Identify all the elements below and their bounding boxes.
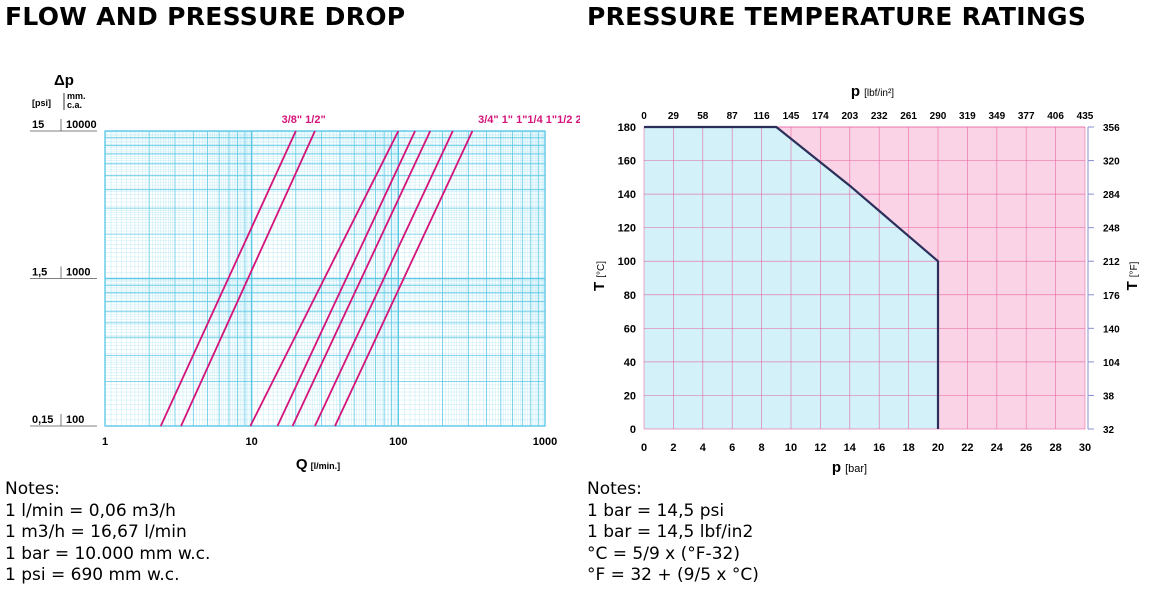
notes-left-line: 1 psi = 690 mm w.c. — [5, 565, 180, 585]
x-tick-label: 30 — [1079, 442, 1091, 454]
x2-tick-label: 87 — [727, 111, 739, 122]
series-line-34 — [249, 130, 400, 427]
x2-tick-label: 406 — [1047, 111, 1064, 122]
y2-tick-label: 38 — [1103, 391, 1115, 402]
series-line-38 — [159, 130, 297, 427]
y-tick-label-mm: 10000 — [66, 119, 97, 131]
y2-tick-label: 140 — [1103, 324, 1120, 335]
series-label: 3/8" 1/2" — [282, 114, 326, 126]
y-tick-label: 20 — [624, 390, 636, 402]
x2-tick-label: 0 — [641, 111, 647, 122]
flow-pressure-drop-chart: 3/8" 1/2" 3/4" 1" 1"1/4 1"1/2 2" 1 10 100 100… — [30, 72, 580, 473]
y-tick-label: 0 — [630, 424, 636, 436]
notes-left-line: 1 l/min = 0,06 m3/h — [5, 500, 176, 521]
x2-tick-label: 232 — [871, 111, 888, 122]
y2-tick-label: 320 — [1103, 157, 1120, 168]
y2-tick-label: 212 — [1103, 257, 1120, 268]
y2-tick-label: 248 — [1103, 224, 1120, 235]
x2-tick-label: 203 — [841, 111, 858, 122]
series-label: 3/4" 1" 1"1/4 1"1/2 2" — [478, 114, 580, 126]
x-tick-label: 14 — [844, 442, 857, 454]
notes-left-line: 1 m3/h = 16,67 l/min — [5, 522, 187, 542]
series-line-12 — [180, 130, 316, 427]
y-tick-label-psi: 0,15 — [32, 414, 53, 426]
series-line-112 — [314, 130, 454, 427]
x-axis-label: p [bar] — [832, 459, 867, 476]
x-tick-label: 1000 — [533, 436, 557, 448]
y2-tick-label: 284 — [1103, 190, 1120, 201]
y-tick-label-psi: 15 — [32, 119, 44, 131]
y-tick-label-mm: 1000 — [66, 267, 90, 279]
y2-tick-label: 104 — [1103, 358, 1120, 369]
y-tick-label: 80 — [624, 290, 636, 302]
y-tick-label: 60 — [624, 323, 636, 335]
x-axis-label: Q [l/min.] — [296, 456, 340, 473]
x-tick-label: 100 — [389, 436, 407, 448]
y-axis-label: Δp — [54, 72, 74, 89]
y-axis-unit-mm: mm. — [67, 91, 86, 101]
x-tick-label: 1 — [102, 436, 108, 448]
notes-right: Notes: 1 bar = 14,5 psi 1 bar = 14,5 lbf… — [587, 479, 759, 587]
x2-tick-label: 145 — [783, 111, 800, 122]
y-tick-label: 180 — [618, 122, 636, 134]
x2-tick-label: 435 — [1077, 111, 1094, 122]
x-tick-label: 10 — [246, 436, 258, 448]
x-tick-label: 4 — [700, 442, 707, 454]
rating-curve — [644, 125, 940, 429]
x-tick-label: 28 — [1049, 442, 1061, 454]
pressure-temperature-chart: 0 2 4 6 8 10 12 14 16 18 20 22 24 26 28 300 29 58 87 116 145… — [591, 83, 1141, 476]
x-tick-label: 20 — [932, 442, 944, 454]
x2-tick-label: 377 — [1018, 111, 1035, 122]
x2-tick-label: 290 — [930, 111, 947, 122]
x2-tick-label: 116 — [754, 111, 771, 122]
y-tick-label: 40 — [624, 357, 636, 369]
y-tick-label: 100 — [618, 256, 636, 268]
notes-left-line: 1 bar = 10.000 mm w.c. — [5, 543, 211, 564]
notes-left: Notes: 1 l/min = 0,06 m3/h 1 m3/h = 16,6… — [5, 479, 210, 587]
notes-right-line: °C = 5/9 x (°F-32) — [587, 543, 740, 564]
x-tick-label: 2 — [670, 442, 676, 454]
x2-tick-label: 261 — [900, 111, 917, 122]
x-tick-label: 6 — [729, 442, 735, 454]
x-tick-label: 8 — [759, 442, 765, 454]
y-tick-label-psi: 1,5 — [32, 267, 47, 279]
y2-tick-label: 356 — [1103, 123, 1120, 134]
x-tick-label: 24 — [991, 442, 1004, 454]
x-tick-label: 22 — [961, 442, 973, 454]
plot-frame — [104, 130, 546, 427]
x-tick-label: 26 — [1020, 442, 1032, 454]
series-line-2 — [334, 130, 474, 427]
x2-tick-label: 58 — [697, 111, 709, 122]
notes-right-line: °F = 32 + (9/5 x °C) — [587, 565, 759, 585]
x-tick-label: 10 — [785, 442, 797, 454]
x-tick-label: 16 — [873, 442, 885, 454]
series-line-114 — [291, 130, 432, 427]
notes-right-line: 1 bar = 14,5 psi — [587, 500, 725, 521]
x-tick-label: 18 — [902, 442, 914, 454]
y2-tick-label: 176 — [1103, 291, 1120, 302]
y-tick-label: 120 — [618, 223, 636, 235]
notes-right-line: 1 bar = 14,5 lbf/in2 — [587, 522, 754, 542]
y-tick-label-mm: 100 — [66, 414, 84, 426]
y-axis-unit-psi: [psi] — [32, 98, 51, 108]
x-tick-label: 0 — [641, 442, 647, 454]
y2-tick-label: 32 — [1103, 425, 1115, 436]
y-axis-label: T[°C] — [591, 261, 608, 291]
x2-tick-label: 174 — [812, 111, 829, 122]
notes-right-title: Notes: — [587, 479, 642, 499]
x2-axis-label: p [lbf/in²] — [851, 83, 894, 100]
y-axis-unit-ca: c.a. — [67, 100, 82, 110]
y-tick-label: 140 — [618, 189, 636, 201]
x2-tick-label: 349 — [988, 111, 1005, 122]
y2-axis-label: T[°F] — [1124, 261, 1141, 290]
notes-left-title: Notes: — [5, 479, 60, 499]
y-tick-label: 160 — [618, 156, 636, 168]
x-tick-label: 12 — [814, 442, 826, 454]
series-line-1 — [276, 130, 416, 427]
x2-tick-label: 29 — [668, 111, 680, 122]
pressure-chart-title: PRESSURE TEMPERATURE RATINGS — [587, 2, 1087, 31]
x2-tick-label: 319 — [959, 111, 976, 122]
flow-chart-title: FLOW AND PRESSURE DROP — [5, 2, 406, 31]
